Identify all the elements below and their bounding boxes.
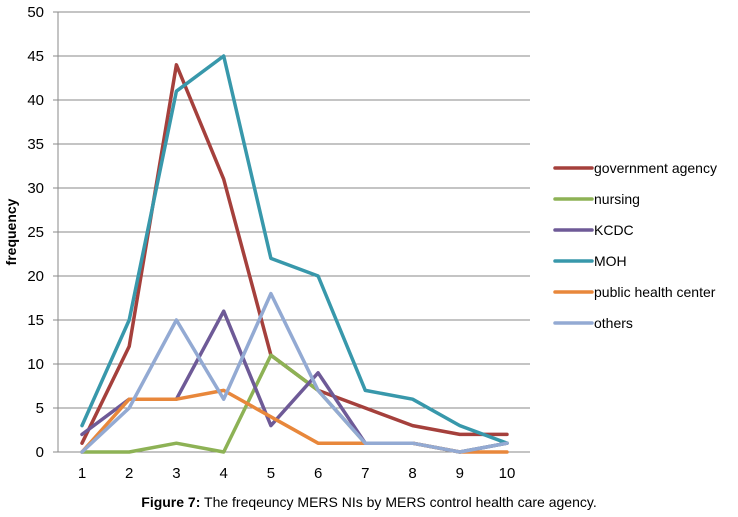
x-tick-label: 1 bbox=[78, 465, 86, 482]
y-axis-ticks: 0 5 10 15 20 25 30 35 40 45 50 bbox=[27, 4, 58, 461]
y-tick-label: 10 bbox=[27, 356, 44, 373]
series-line-others bbox=[80, 291, 509, 454]
legend: government agency nursing KCDC MOH public he… bbox=[553, 160, 717, 331]
x-axis-ticks: 1 2 3 4 5 6 7 8 9 10 bbox=[78, 465, 516, 482]
x-tick-label: 4 bbox=[219, 465, 227, 482]
y-tick-label: 35 bbox=[27, 136, 44, 153]
y-tick-label: 0 bbox=[36, 444, 44, 461]
figure-caption: Figure 7: The freqeuncy MERS NIs by MERS… bbox=[0, 494, 738, 510]
series-line-nursing bbox=[80, 353, 509, 454]
figure-caption-text: The freqeuncy MERS NIs by MERS control h… bbox=[204, 494, 597, 510]
figure-caption-label: Figure 7: bbox=[141, 494, 201, 510]
x-tick-label: 8 bbox=[408, 465, 416, 482]
y-tick-label: 50 bbox=[27, 4, 44, 21]
x-tick-label: 3 bbox=[172, 465, 180, 482]
x-tick-label: 7 bbox=[361, 465, 369, 482]
series-line-moh bbox=[80, 54, 509, 445]
series-line-government-agency bbox=[80, 63, 509, 445]
x-tick-label: 5 bbox=[267, 465, 275, 482]
x-tick-label: 6 bbox=[314, 465, 322, 482]
series-lines bbox=[80, 54, 509, 454]
x-tick-label: 2 bbox=[125, 465, 133, 482]
y-tick-label: 20 bbox=[27, 268, 44, 285]
y-axis-title: frequency bbox=[3, 198, 19, 265]
legend-label-nursing: nursing bbox=[594, 191, 640, 207]
y-tick-label: 30 bbox=[27, 180, 44, 197]
legend-label-public-health-center: public health center bbox=[594, 284, 716, 300]
legend-label-kcdc: KCDC bbox=[594, 222, 634, 238]
y-tick-label: 15 bbox=[27, 312, 44, 329]
y-tick-label: 45 bbox=[27, 48, 44, 65]
legend-label-moh: MOH bbox=[594, 253, 627, 269]
y-tick-label: 5 bbox=[36, 400, 44, 417]
legend-label-others: others bbox=[594, 315, 633, 331]
x-tick-label: 10 bbox=[499, 465, 516, 482]
y-tick-label: 40 bbox=[27, 92, 44, 109]
x-tick-label: 9 bbox=[456, 465, 464, 482]
legend-label-government-agency: government agency bbox=[594, 160, 717, 176]
y-tick-label: 25 bbox=[27, 224, 44, 241]
